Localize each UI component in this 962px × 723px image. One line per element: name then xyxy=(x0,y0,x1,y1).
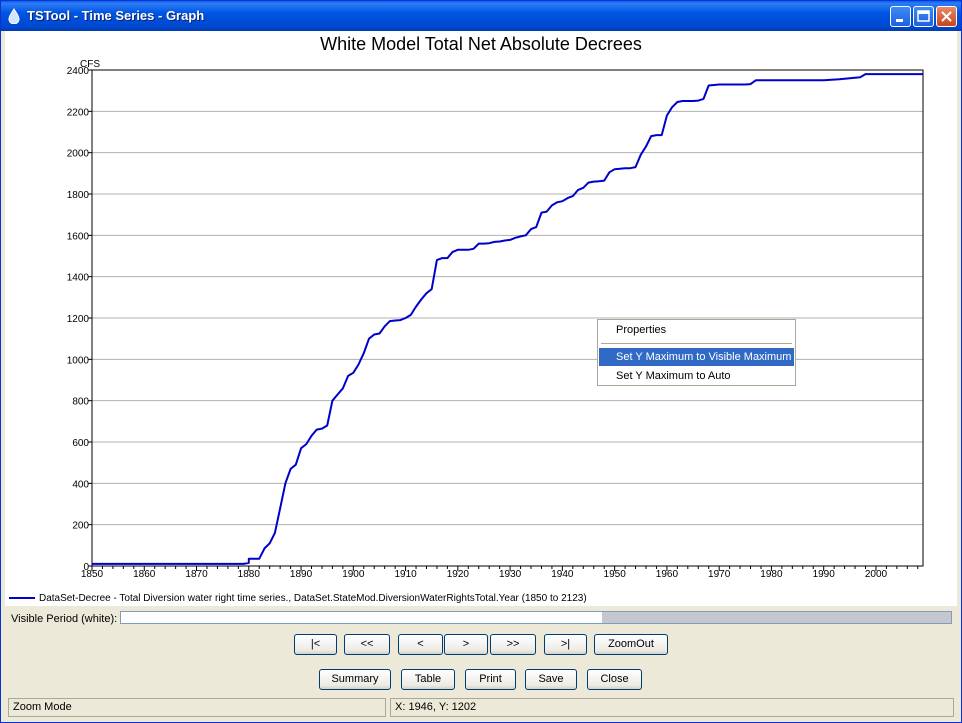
x-tick-label: 1990 xyxy=(813,569,836,580)
maximize-icon xyxy=(917,10,930,22)
y-tick-label: 2200 xyxy=(67,107,90,118)
page-back-button[interactable]: << xyxy=(344,634,390,655)
legend: DataSet-Decree - Total Diversion water r… xyxy=(9,593,587,604)
y-tick-label: 800 xyxy=(72,397,89,408)
y-tick-label: 400 xyxy=(72,479,89,490)
menu-item-properties[interactable]: Properties xyxy=(616,324,667,336)
series-line xyxy=(92,73,923,565)
window-title: TSTool - Time Series - Graph xyxy=(27,8,205,23)
plot-border xyxy=(91,69,924,567)
status-coordinates: X: 1946, Y: 1202 xyxy=(390,698,954,717)
summary-button[interactable]: Summary xyxy=(319,669,391,690)
forward-button[interactable]: > xyxy=(444,634,488,655)
visible-period-bar[interactable] xyxy=(120,611,952,624)
minimize-icon xyxy=(896,19,903,22)
y-tick-label: 1400 xyxy=(67,273,90,284)
x-tick-label: 1860 xyxy=(133,569,156,580)
x-tick-label: 1900 xyxy=(342,569,365,580)
x-tick-label: 1850 xyxy=(81,569,104,580)
visible-period-label: Visible Period (white): xyxy=(11,613,118,625)
legend-label: DataSet-Decree - Total Diversion water r… xyxy=(39,593,587,604)
x-tick-label: 2000 xyxy=(865,569,888,580)
control-panel: Visible Period (white): |< << < > >> >| … xyxy=(5,606,957,720)
context-menu: Properties Set Y Maximum to Visible Maxi… xyxy=(597,319,796,386)
back-button[interactable]: < xyxy=(398,634,443,655)
table-button[interactable]: Table xyxy=(401,669,455,690)
menu-separator xyxy=(601,343,792,344)
y-tick-label: 1000 xyxy=(67,355,90,366)
x-tick-label: 1890 xyxy=(290,569,313,580)
graph-panel: White Model Total Net Absolute Decrees 0… xyxy=(5,31,957,720)
close-window-button[interactable] xyxy=(936,6,957,27)
y-tick-label: 1600 xyxy=(67,231,90,242)
close-icon xyxy=(941,11,952,22)
page-forward-button[interactable]: >> xyxy=(490,634,536,655)
y-tick-label: 2000 xyxy=(67,149,90,160)
y-tick-label: 1200 xyxy=(67,314,90,325)
y-tick-label: 1800 xyxy=(67,190,90,201)
x-tick-label: 1970 xyxy=(708,569,731,580)
x-tick-label: 1960 xyxy=(656,569,679,580)
menu-item-set-y-max-visible[interactable]: Set Y Maximum to Visible Maximum xyxy=(599,348,794,366)
x-tick-label: 1930 xyxy=(499,569,522,580)
first-button[interactable]: |< xyxy=(294,634,337,655)
time-series-chart[interactable]: 0 200 400 600 800 1000 1200 1400 1600 1800 2000 220… xyxy=(5,31,957,591)
x-tick-label: 1920 xyxy=(447,569,470,580)
x-tick-label: 1980 xyxy=(760,569,783,580)
y-tick-label: 2400 xyxy=(67,66,90,77)
x-tick-label: 1950 xyxy=(604,569,627,580)
water-drop-icon xyxy=(8,8,20,24)
print-button[interactable]: Print xyxy=(465,669,516,690)
title-bar[interactable]: TSTool - Time Series - Graph xyxy=(1,1,961,31)
maximize-button[interactable] xyxy=(913,6,934,27)
x-tick-label: 1880 xyxy=(238,569,261,580)
y-tick-label: 0 xyxy=(83,562,89,573)
menu-item-set-y-max-auto[interactable]: Set Y Maximum to Auto xyxy=(616,370,731,382)
x-tick-label: 1870 xyxy=(185,569,208,580)
y-axis-label: CFS xyxy=(80,59,100,70)
y-tick-label: 200 xyxy=(72,521,89,532)
legend-swatch xyxy=(9,597,35,600)
last-button[interactable]: >| xyxy=(544,634,587,655)
x-tick-label: 1940 xyxy=(551,569,574,580)
zoom-out-button[interactable]: ZoomOut xyxy=(594,634,668,655)
y-tick-label: 600 xyxy=(72,438,89,449)
chart-title: White Model Total Net Absolute Decrees xyxy=(320,34,642,54)
x-tick-label: 1910 xyxy=(394,569,417,580)
save-button[interactable]: Save xyxy=(525,669,577,690)
status-mode: Zoom Mode xyxy=(8,698,386,717)
minimize-button[interactable] xyxy=(890,6,911,27)
close-button[interactable]: Close xyxy=(587,669,642,690)
visible-period-shade xyxy=(602,612,951,623)
